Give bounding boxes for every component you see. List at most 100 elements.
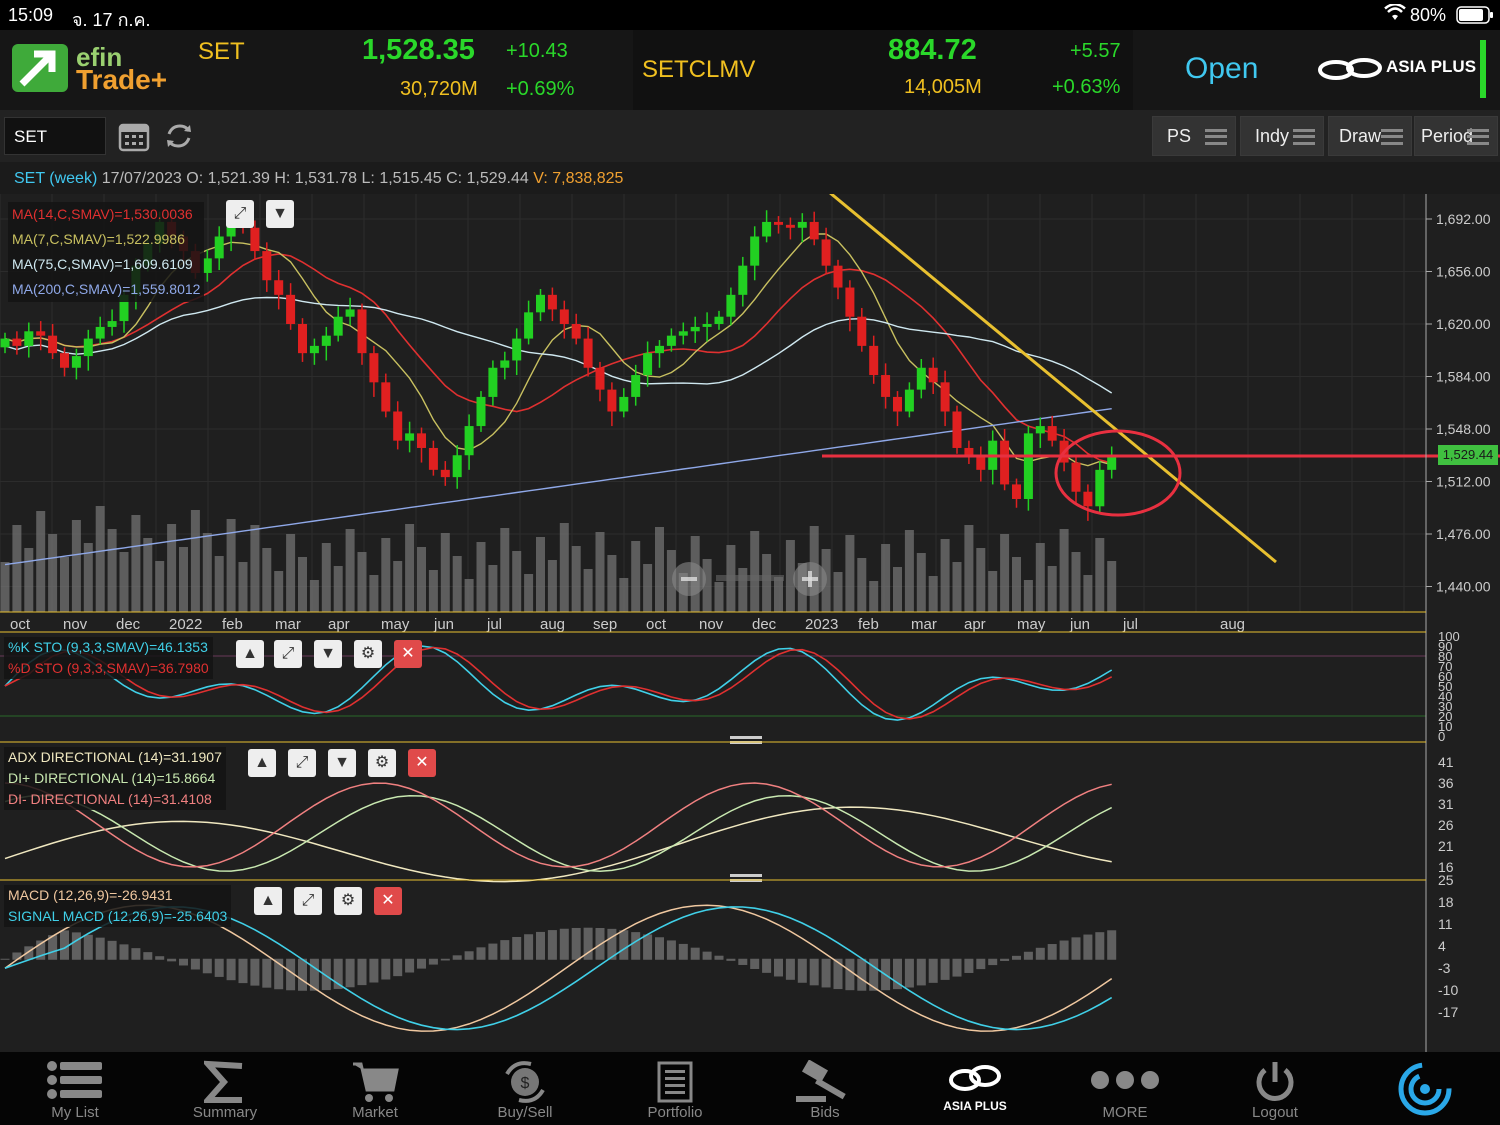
calendar-icon[interactable] xyxy=(118,120,150,157)
macd-histogram-bar xyxy=(809,958,819,986)
time-axis-label: feb xyxy=(222,616,243,633)
chart-area[interactable]: 1,692.00 1,656.00 1,620.00 1,584.00 1,548.00… xyxy=(0,166,1500,1052)
close-value: 1,529.44 xyxy=(466,170,529,187)
candle-body xyxy=(774,221,783,225)
macd-histogram-bar xyxy=(488,943,498,960)
volume-bar xyxy=(512,551,522,612)
price-expand-icon[interactable]: ⤢ xyxy=(226,200,254,228)
macd-axis-tick: -3 xyxy=(1438,960,1451,976)
highlight-circle xyxy=(1054,429,1182,517)
tab-asia-plus[interactable]: ASIA PLUS xyxy=(900,1052,1050,1125)
macd-histogram-bar xyxy=(928,958,938,983)
volume-bar xyxy=(738,568,748,612)
index2-value: 884.72 xyxy=(888,34,977,66)
ma7-legend: MA(7,C,SMAV)=1,522.9986 xyxy=(12,231,185,247)
candle-body xyxy=(500,360,510,368)
tab-summary[interactable]: Summary xyxy=(150,1052,300,1125)
time-axis-label: 2022 xyxy=(169,616,202,633)
indy-button[interactable]: Indy xyxy=(1240,116,1324,156)
portfolio-icon xyxy=(656,1060,694,1108)
volume-bar xyxy=(95,506,105,612)
volume-bar xyxy=(714,582,724,612)
adx-axis-tick: 36 xyxy=(1438,775,1454,791)
logo-text-top: efin xyxy=(76,42,123,72)
tab-portfolio[interactable]: Portfolio xyxy=(600,1052,750,1125)
macd-histogram-bar xyxy=(1095,932,1105,960)
market-status: Open xyxy=(1185,52,1259,85)
symbol-value: SET xyxy=(14,127,48,146)
chart-axes: 1,692.00 1,656.00 1,620.00 1,584.00 1,548.00… xyxy=(0,194,1491,1052)
adx-move-down-icon[interactable]: ▼ xyxy=(328,749,356,777)
volume-bar xyxy=(107,529,117,612)
candle-body xyxy=(690,326,700,332)
macd-histogram-bar xyxy=(238,958,248,984)
adx-move-up-icon[interactable]: ▲ xyxy=(248,749,276,777)
macd-histogram-bar xyxy=(845,958,855,991)
adx-expand-icon[interactable]: ⤢ xyxy=(288,749,316,777)
volume-bar xyxy=(488,565,498,612)
signal-legend-item: SIGNAL MACD (12,26,9)=-25.6403 xyxy=(8,908,228,924)
macd-move-up-icon[interactable]: ▲ xyxy=(254,887,282,915)
macd-histogram-bar xyxy=(476,947,486,960)
candle-body xyxy=(333,316,343,336)
index2-name[interactable]: SETCLMV xyxy=(642,56,756,83)
macd-close-icon[interactable]: ✕ xyxy=(374,887,402,915)
candle-body xyxy=(571,324,581,339)
sto-axis-tick: 50 xyxy=(1438,679,1452,694)
volume-bar xyxy=(36,511,46,612)
battery-icon xyxy=(1456,6,1494,29)
period-button[interactable]: Period xyxy=(1414,116,1498,156)
volume-bar xyxy=(155,561,165,612)
macd-axis-tick: -10 xyxy=(1438,982,1458,998)
volume-bar xyxy=(952,562,962,612)
chart-canvas[interactable]: 1,692.00 1,656.00 1,620.00 1,584.00 1,548.00… xyxy=(0,166,1500,1052)
index1-name[interactable]: SET xyxy=(198,38,245,65)
candle-body xyxy=(95,326,105,339)
time-axis-label: jun xyxy=(433,616,454,633)
adx-settings-icon[interactable]: ⚙ xyxy=(368,749,396,777)
adx-axis-tick: 41 xyxy=(1438,754,1454,770)
candle-body xyxy=(797,221,807,228)
tab-logout[interactable]: Logout xyxy=(1200,1052,1350,1125)
macd-histogram-bar xyxy=(940,958,950,980)
volume-bar xyxy=(262,548,272,612)
candle-body xyxy=(321,335,331,346)
macd-histogram-bar xyxy=(964,958,974,973)
symbol-input[interactable]: SET xyxy=(4,117,106,155)
draw-button[interactable]: Draw xyxy=(1328,116,1412,156)
tab-more[interactable]: MORE xyxy=(1050,1052,1200,1125)
sto-settings-icon[interactable]: ⚙ xyxy=(354,640,382,668)
sto-move-down-icon[interactable]: ▼ xyxy=(314,640,342,668)
time-axis-label: oct xyxy=(10,616,31,633)
volume-bar xyxy=(1059,529,1069,612)
candle-body xyxy=(202,258,212,273)
ps-button[interactable]: PS xyxy=(1152,116,1236,156)
macd-histogram-bar xyxy=(512,936,522,960)
sto-move-up-icon[interactable]: ▲ xyxy=(236,640,264,668)
candle-body xyxy=(512,338,522,361)
draw-button-label: Draw xyxy=(1339,126,1382,146)
candle-body xyxy=(36,331,46,336)
tab-my-list[interactable]: My List xyxy=(0,1052,150,1125)
macd-settings-icon[interactable]: ⚙ xyxy=(334,887,362,915)
spinner-icon[interactable] xyxy=(1396,1060,1454,1123)
tab-buy-sell[interactable]: $ Buy/Sell xyxy=(450,1052,600,1125)
adx-close-icon[interactable]: ✕ xyxy=(408,749,436,777)
macd-expand-icon[interactable]: ⤢ xyxy=(294,887,322,915)
open-value: 1,521.39 xyxy=(207,170,270,187)
refresh-icon[interactable] xyxy=(164,122,194,155)
sto-expand-icon[interactable]: ⤢ xyxy=(274,640,302,668)
tab-bids[interactable]: Bids xyxy=(750,1052,900,1125)
volume-bar xyxy=(559,523,569,612)
tab-market[interactable]: Market xyxy=(300,1052,450,1125)
sto-close-icon[interactable]: ✕ xyxy=(394,640,422,668)
macd-histogram-bar xyxy=(202,958,212,974)
macd-histogram-bar xyxy=(559,928,569,960)
price-move-down-icon[interactable]: ▼ xyxy=(266,200,294,228)
volume-bar xyxy=(452,556,462,612)
tab-buy-sell-label: Buy/Sell xyxy=(497,1104,553,1121)
candle-body xyxy=(583,338,593,368)
price-axis-tick: 1,656.00 xyxy=(1436,264,1491,280)
candle-body xyxy=(655,345,664,354)
buysell-icon: $ xyxy=(501,1060,549,1108)
